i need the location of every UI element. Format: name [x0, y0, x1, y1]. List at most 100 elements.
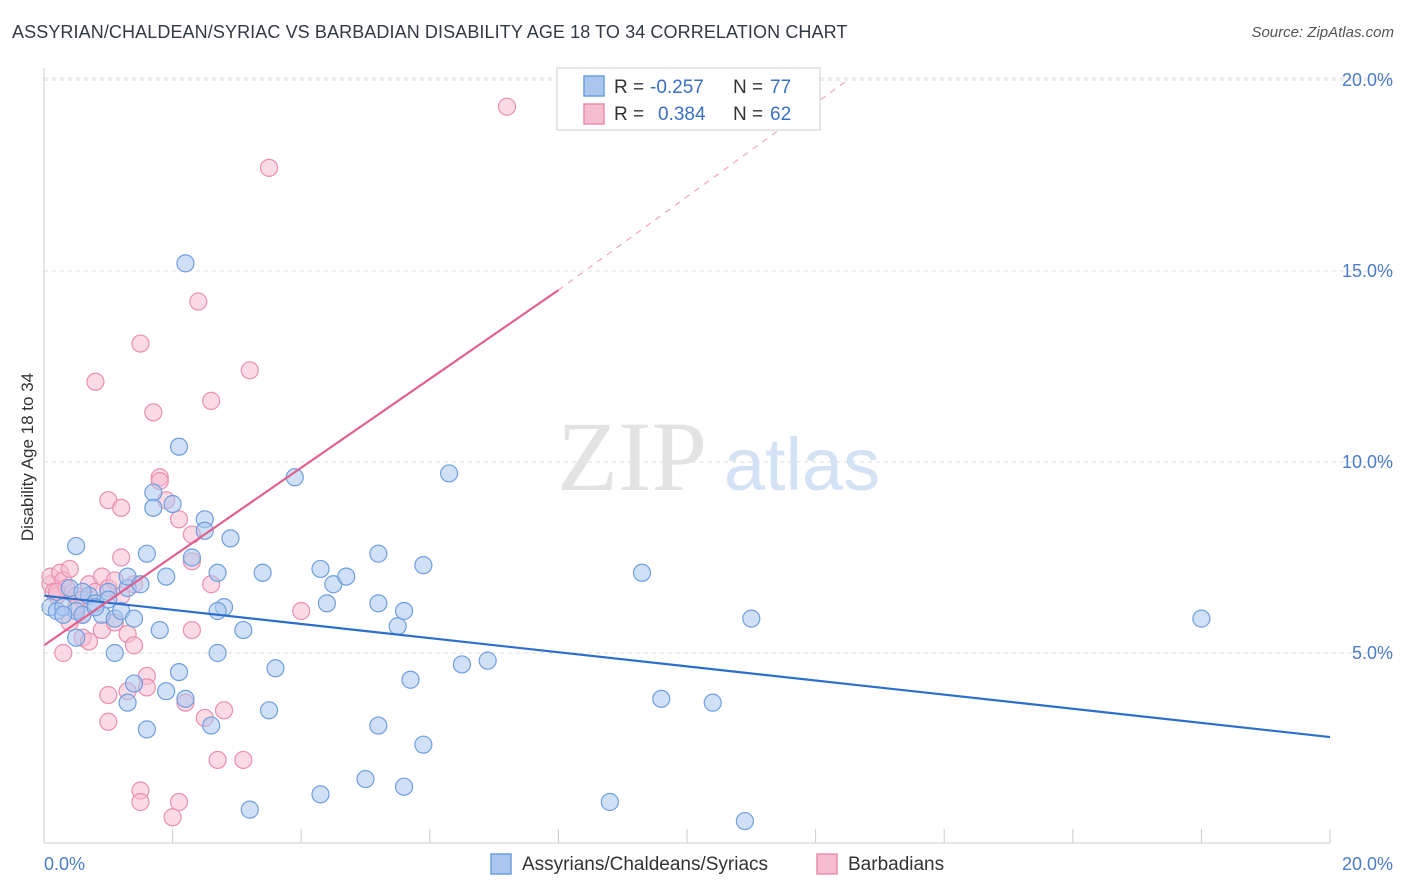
bottom-legend-swatch-pink: [816, 853, 838, 875]
assyrians-point: [311, 785, 330, 804]
assyrians-point: [356, 769, 375, 789]
x-tick-label: 20.0%: [1342, 854, 1393, 874]
barbadians-point: [214, 701, 234, 720]
barbadians-point: [112, 498, 131, 517]
axes-layer: 5.0% 10.0% 15.0% 20.0% 0.0% 20.0%: [43, 68, 1393, 874]
series-barbadians-points: [41, 97, 517, 827]
assyrians-point: [124, 609, 144, 628]
legend-r-label-1: R =: [614, 77, 644, 98]
assyrians-point: [67, 628, 86, 647]
barbadians-point: [124, 636, 144, 655]
barbadians-point: [86, 372, 105, 391]
assyrians-point: [144, 498, 163, 517]
barbadians-point: [163, 808, 182, 827]
barbadians-point: [292, 601, 311, 621]
assyrians-point: [208, 643, 227, 663]
assyrians-point: [176, 254, 195, 273]
assyrians-point: [54, 605, 73, 624]
barbadians-point: [144, 403, 163, 422]
assyrians-point: [266, 659, 285, 678]
x-tick-label: 0.0%: [44, 854, 85, 874]
assyrians-point: [105, 643, 124, 663]
assyrians-point: [67, 536, 86, 556]
assyrians-point: [439, 464, 459, 483]
barbadians-point: [202, 391, 221, 410]
assyrians-point: [253, 563, 272, 582]
barbadians-point: [131, 334, 150, 353]
assyrians-point: [369, 594, 388, 613]
assyrians-point: [150, 620, 169, 640]
assyrians-point: [1192, 609, 1211, 628]
assyrians-point: [394, 777, 414, 796]
legend-n-value-2: 62: [770, 104, 791, 125]
assyrians-point: [414, 735, 433, 754]
assyrians-point: [144, 483, 163, 502]
assyrians-point: [337, 567, 356, 586]
assyrians-point: [169, 437, 189, 456]
barbadians-trend-line: [43, 289, 560, 647]
watermark-zip: ZIP: [557, 401, 707, 512]
assyrians-point: [735, 811, 754, 831]
assyrians-point: [137, 720, 156, 739]
assyrians-point: [163, 494, 182, 514]
assyrians-point: [478, 651, 497, 670]
assyrians-point: [157, 682, 176, 701]
chart-title: ASSYRIAN/CHALDEAN/SYRIAC VS BARBADIAN DI…: [12, 22, 848, 42]
barbadians-point: [60, 559, 79, 579]
assyrians-point: [388, 617, 407, 636]
assyrians-point: [118, 693, 137, 712]
assyrians-point: [202, 716, 221, 735]
assyrians-point: [73, 582, 92, 601]
watermark-atlas: atlas: [724, 423, 880, 506]
legend-swatch-blue: [583, 75, 605, 97]
bottom-legend-label-blue: Assyrians/Chaldeans/Syriacs: [522, 854, 768, 875]
y-axis-label: Disability Age 18 to 34: [18, 373, 37, 541]
barbadians-point: [54, 643, 73, 663]
assyrians-point: [169, 662, 189, 682]
assyrians-point: [240, 800, 259, 819]
assyrians-point: [369, 544, 388, 563]
barbadians-point: [182, 620, 201, 640]
assyrians-point: [208, 601, 227, 621]
barbadians-point: [99, 685, 118, 705]
assyrians-point: [137, 544, 156, 563]
barbadians-point: [112, 548, 131, 567]
assyrians-point: [221, 529, 240, 548]
y-tick-label: 5.0%: [1352, 643, 1393, 663]
barbadians-point: [240, 361, 259, 380]
assyrians-point: [600, 792, 619, 812]
barbadians-point: [189, 292, 208, 311]
assyrians-point: [182, 548, 201, 567]
barbadians-point: [169, 510, 189, 529]
assyrians-point: [195, 521, 214, 540]
assyrians-point: [401, 670, 420, 689]
legend-r-label-2: R =: [614, 104, 644, 125]
assyrians-point: [703, 693, 722, 712]
source-label: Source: ZipAtlas.com: [1251, 24, 1394, 41]
legend-box: R = -0.257 N = 77 R = 0.384 N = 62: [556, 67, 821, 131]
assyrians-point: [317, 594, 337, 613]
assyrians-point: [369, 716, 388, 735]
bottom-legend: Assyrians/Chaldeans/Syriacs Barbadians: [490, 853, 944, 875]
bottom-legend-label-pink: Barbadians: [848, 854, 944, 875]
assyrians-point: [311, 559, 330, 579]
legend-n-label-2: N =: [733, 104, 763, 125]
y-tick-label: 15.0%: [1342, 261, 1393, 281]
assyrians-point: [208, 563, 227, 582]
assyrians-point: [234, 620, 253, 640]
assyrians-point: [742, 609, 761, 628]
assyrians-point: [632, 563, 652, 582]
legend-n-value-1: 77: [770, 77, 791, 98]
assyrians-point: [414, 556, 433, 575]
assyrians-point: [176, 689, 195, 708]
y-tick-label: 20.0%: [1342, 70, 1393, 90]
barbadians-point: [497, 97, 517, 116]
legend-swatch-pink: [583, 103, 605, 125]
assyrians-trend-line: [43, 594, 1331, 739]
assyrians-point: [452, 655, 472, 674]
barbadians-point: [131, 792, 150, 812]
barbadians-point: [234, 750, 253, 770]
legend-r-value-1: -0.257: [650, 77, 704, 98]
watermark: ZIP atlas: [557, 401, 880, 512]
